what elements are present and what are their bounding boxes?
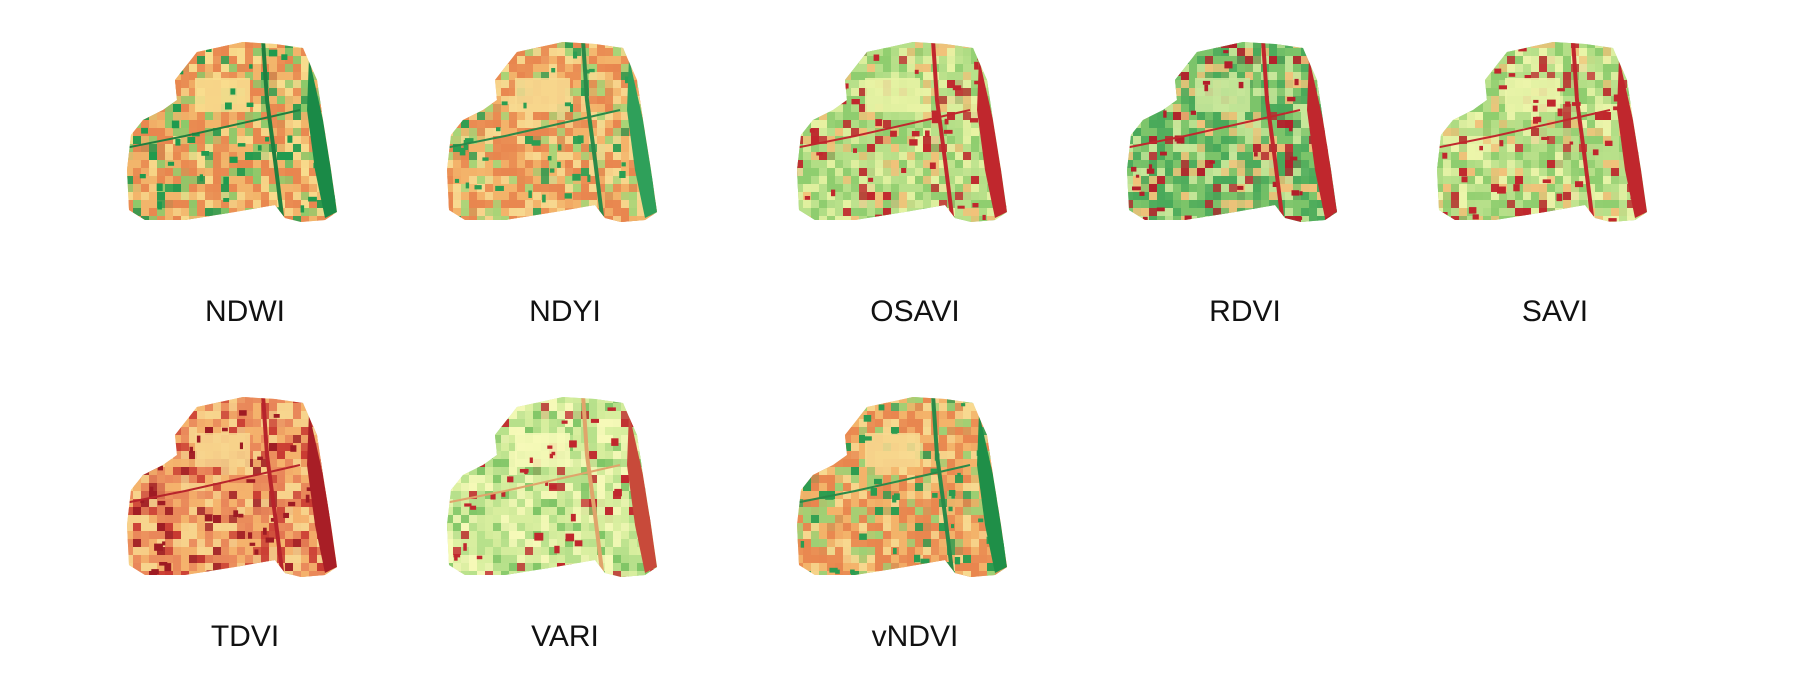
index-map-panel-rdvi: RDVI [1125, 40, 1365, 340]
index-map-panel-savi: SAVI [1435, 40, 1675, 340]
ndwi-label: NDWI [205, 295, 285, 328]
index-map-panel-vndvi: vNDVI [795, 395, 1035, 695]
index-map-panel-tdvi: TDVI [125, 395, 365, 695]
tdvi-map [127, 397, 337, 577]
index-map-panel-ndwi: NDWI [125, 40, 365, 340]
savi-label: SAVI [1521, 295, 1589, 328]
index-map-panel-ndyi: NDYI [445, 40, 685, 340]
savi-map [1437, 42, 1647, 222]
osavi-label: OSAVI [870, 295, 960, 328]
vari-map [447, 397, 657, 577]
osavi-map [797, 42, 1007, 222]
index-map-panel-vari: VARI [445, 395, 685, 695]
vndvi-map [797, 397, 1007, 577]
ndyi-label: NDYI [529, 295, 601, 328]
tdvi-label: TDVI [210, 620, 280, 653]
vndvi-label: vNDVI [871, 620, 959, 653]
vari-label: VARI [531, 620, 599, 653]
index-map-panel-osavi: OSAVI [795, 40, 1035, 340]
rdvi-map [1127, 42, 1337, 222]
ndyi-map [447, 42, 657, 222]
rdvi-label: RDVI [1209, 295, 1281, 328]
ndwi-map [127, 42, 337, 222]
